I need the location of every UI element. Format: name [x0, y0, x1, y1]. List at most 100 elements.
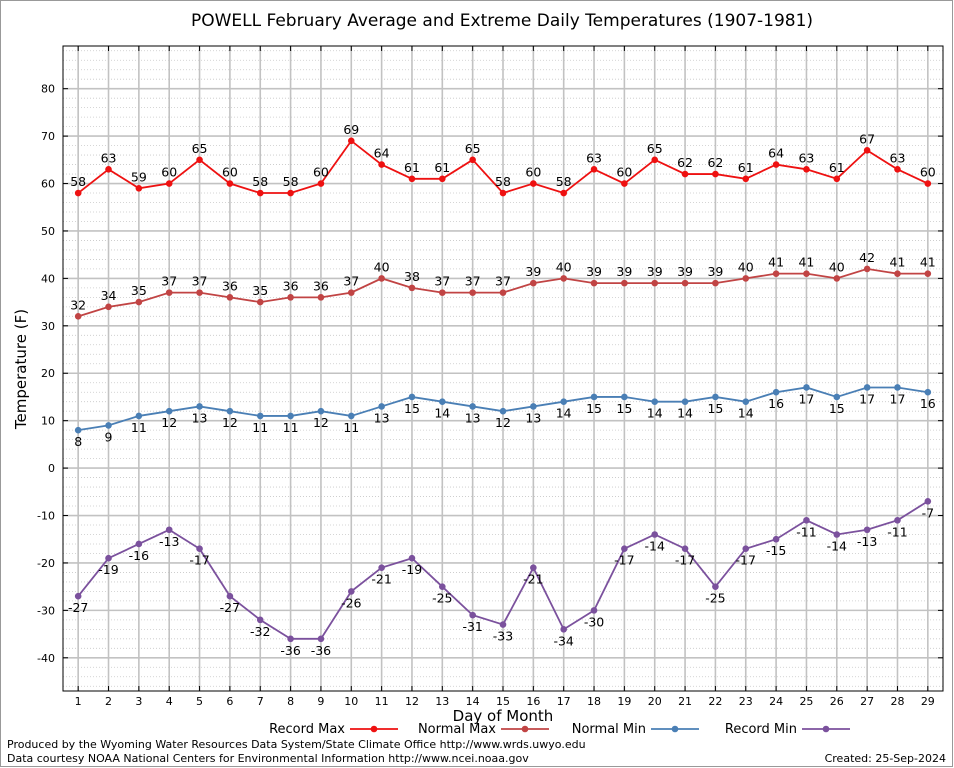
data-point	[803, 516, 810, 524]
x-tick-label: 28	[890, 695, 904, 708]
legend-label-record-min: Record Min	[725, 722, 797, 737]
data-label: 36	[222, 278, 238, 293]
y-tick-label: 70	[41, 130, 55, 143]
data-label: 32	[70, 297, 86, 312]
data-label: 36	[283, 278, 299, 293]
y-tick-label: -40	[37, 652, 55, 665]
series-layer: 58 63 59 60 65 60 58 58 60 69 64 61 61 65 58 60 58 63 60 65…	[68, 122, 936, 658]
data-label: 34	[101, 288, 117, 303]
data-label: -27	[68, 600, 88, 615]
data-point	[833, 175, 841, 183]
legend-marker-normal-min	[671, 725, 679, 733]
data-label: -13	[857, 534, 877, 549]
data-label: 14	[556, 406, 572, 421]
data-point	[165, 526, 173, 534]
data-label: 15	[586, 401, 602, 416]
series-normal-max: 32 34 35 37 37 36 35 36 36 37 40 38 37 37 37 39 40 39 39 39…	[70, 250, 936, 320]
data-point	[469, 611, 476, 619]
data-point	[317, 635, 325, 643]
data-point	[439, 398, 446, 405]
data-label: 14	[738, 406, 754, 421]
data-label: 61	[434, 160, 450, 175]
data-point	[894, 516, 901, 524]
data-label: -15	[766, 543, 786, 558]
data-label: 65	[647, 141, 663, 156]
data-point	[135, 298, 143, 306]
data-label: 60	[616, 165, 632, 180]
data-point	[681, 279, 689, 287]
series-record-max: 58 63 59 60 65 60 58 58 60 69 64 61 61 65 58 60 58 63 60 65…	[70, 122, 936, 197]
data-point	[742, 275, 750, 282]
data-label: 12	[161, 415, 177, 430]
data-point	[651, 279, 659, 287]
data-label: 65	[465, 141, 481, 156]
data-point	[408, 175, 416, 183]
x-tick-label: 23	[739, 695, 753, 708]
data-point	[863, 265, 871, 273]
x-tick-label: 8	[287, 695, 294, 708]
data-label: 17	[798, 391, 814, 406]
data-point	[347, 289, 355, 296]
data-label: 60	[525, 165, 541, 180]
data-label: 41	[768, 255, 784, 270]
data-point	[408, 554, 416, 562]
data-label: -17	[189, 553, 209, 568]
data-label: 13	[525, 410, 541, 425]
data-label: -33	[493, 629, 513, 644]
x-tick-label: 13	[435, 695, 449, 708]
x-axis-label: Day of Month	[453, 707, 554, 725]
data-label: 11	[131, 420, 147, 435]
data-point	[530, 564, 537, 571]
data-label: 62	[707, 155, 723, 170]
data-point	[74, 592, 82, 600]
x-tick-label: 2	[105, 695, 112, 708]
data-label: 58	[556, 174, 572, 189]
data-label: -17	[614, 553, 634, 568]
data-label: 12	[313, 415, 329, 430]
data-label: 17	[890, 391, 906, 406]
data-label: -36	[311, 643, 331, 658]
data-label: 61	[829, 160, 845, 175]
data-label: 9	[105, 429, 113, 444]
data-point	[894, 270, 901, 277]
data-point	[439, 175, 446, 183]
data-point	[772, 535, 780, 543]
data-point	[226, 592, 234, 600]
data-label: 60	[161, 165, 177, 180]
data-point	[742, 175, 750, 183]
data-point	[347, 137, 355, 145]
data-label: 61	[738, 160, 754, 175]
data-point	[408, 284, 416, 292]
data-label: 42	[859, 250, 875, 265]
data-label: 12	[222, 415, 238, 430]
data-label: -32	[250, 624, 270, 639]
data-label: 64	[768, 146, 784, 161]
y-axis: -40 -30 -20 -10 0 10 20 30 40 50 60 70 80	[37, 83, 943, 665]
data-point	[560, 626, 567, 633]
y-tick-label: 80	[41, 83, 55, 96]
data-point	[924, 180, 932, 187]
data-point	[590, 393, 598, 401]
data-label: 14	[647, 406, 663, 421]
x-tick-label: 24	[769, 695, 783, 708]
data-point	[287, 412, 294, 420]
data-label: 63	[798, 150, 814, 165]
data-label: 63	[586, 150, 602, 165]
data-point	[833, 393, 841, 401]
data-label: 13	[374, 410, 390, 425]
data-label: 65	[192, 141, 208, 156]
y-tick-label: 10	[41, 415, 55, 428]
data-label: 58	[495, 174, 511, 189]
data-label: -36	[280, 643, 300, 658]
y-tick-label: 20	[41, 367, 55, 380]
data-point	[105, 303, 112, 311]
data-label: -26	[341, 595, 361, 610]
data-point	[499, 189, 507, 197]
data-label: -30	[584, 614, 604, 629]
data-point	[560, 189, 567, 197]
data-point	[621, 180, 628, 187]
data-point	[803, 270, 810, 277]
data-point	[924, 270, 932, 277]
data-point	[317, 407, 325, 415]
data-label: 8	[74, 434, 82, 449]
